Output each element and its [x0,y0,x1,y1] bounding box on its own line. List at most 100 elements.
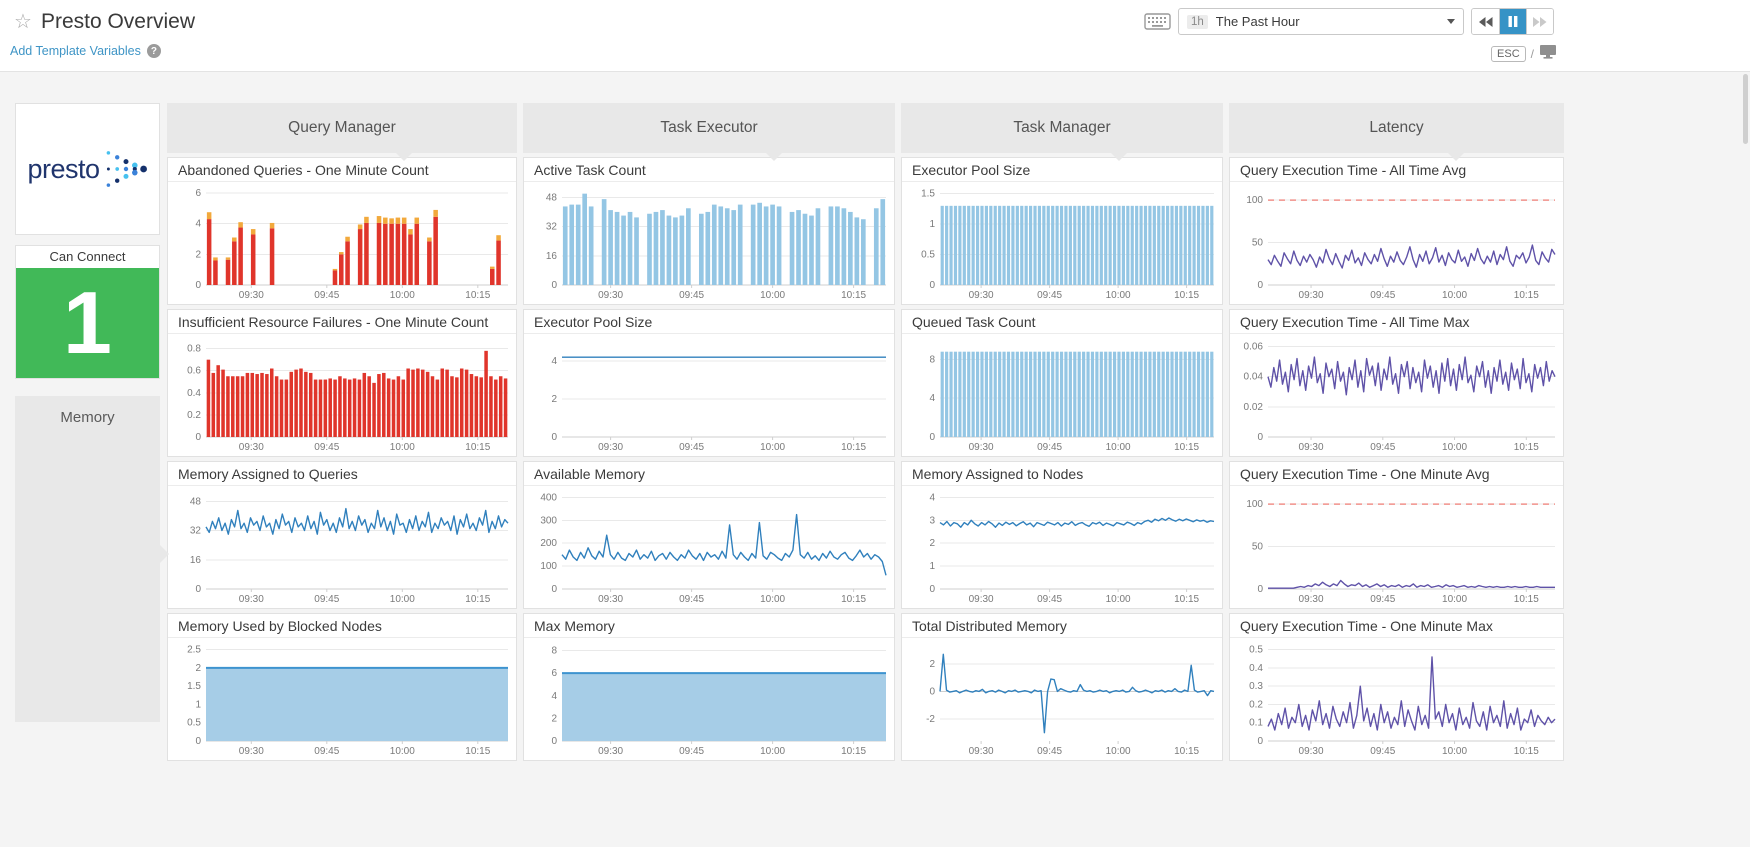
svg-text:0.04: 0.04 [1244,372,1264,383]
svg-text:09:45: 09:45 [679,746,704,757]
chart-card[interactable]: Queued Task Count 0 4 8 09:30 09:45 10:00 10:1… [901,309,1223,457]
svg-text:10:15: 10:15 [1514,594,1539,605]
help-icon[interactable]: ? [146,44,161,58]
presto-logo-widget[interactable]: presto [15,103,160,235]
chart-plot: 0 50 100 09:30 09:45 10:00 10:15 [1230,486,1563,605]
svg-text:09:45: 09:45 [679,594,704,605]
chart-card[interactable]: Executor Pool Size 0 2 4 09:30 09:45 10:00 10:… [523,309,895,457]
svg-text:4: 4 [929,393,935,404]
chart-plot: 0 2 4 6 09:30 09:45 10:00 10:15 [168,182,516,301]
svg-text:50: 50 [1252,238,1264,249]
chart-plot: 0 100 200 300 400 09:30 09:45 10:00 10:15 [524,486,894,605]
group-header[interactable]: Query Manager [167,103,517,161]
svg-text:4: 4 [551,691,557,702]
svg-text:0.4: 0.4 [187,388,201,399]
rewind-button[interactable] [1472,9,1499,34]
svg-text:09:45: 09:45 [1037,290,1062,301]
svg-text:10:00: 10:00 [1442,746,1467,757]
svg-text:0.5: 0.5 [187,718,201,729]
svg-text:50: 50 [1252,542,1264,553]
svg-text:09:30: 09:30 [1299,442,1324,453]
chart-title: Query Execution Time - All Time Avg [1230,158,1563,182]
svg-text:10:15: 10:15 [1174,290,1199,301]
chart-card[interactable]: Memory Assigned to Queries 0 16 32 48 09:30 0… [167,461,517,609]
svg-text:10:00: 10:00 [1106,290,1131,301]
svg-text:2.5: 2.5 [187,645,201,656]
pause-button[interactable] [1499,9,1526,34]
chart-card[interactable]: Abandoned Queries - One Minute Count 0 2 4… [167,157,517,305]
chart-card[interactable]: Memory Used by Blocked Nodes 0 0.5 1 1.5 2 2.… [167,613,517,761]
svg-text:10:15: 10:15 [841,290,866,301]
svg-text:48: 48 [190,496,202,507]
svg-text:2: 2 [195,249,201,260]
chart-card[interactable]: Available Memory 0 100 200 300 400 09:30 09:45… [523,461,895,609]
chart-card[interactable]: Insufficient Resource Failures - One Min… [167,309,517,457]
svg-text:09:30: 09:30 [969,594,994,605]
chart-title: Abandoned Queries - One Minute Count [168,158,516,182]
svg-text:10:00: 10:00 [1442,442,1467,453]
column-query-manager: Query Manager Abandoned Queries - One Min… [167,103,517,761]
svg-text:10:00: 10:00 [1442,594,1467,605]
keyboard-shortcuts-icon[interactable] [1144,12,1171,31]
chart-title: Memory Assigned to Nodes [902,462,1222,486]
svg-text:10:15: 10:15 [465,290,490,301]
chart-card[interactable]: Query Execution Time - All Time Avg 0 50 1… [1229,157,1564,305]
chart-svg: 0 0.5 1 1.5 2 2.5 09:30 09:45 10:00 10:15 [187,645,508,757]
svg-text:10:00: 10:00 [390,290,415,301]
svg-text:10:00: 10:00 [1106,746,1131,757]
svg-text:0: 0 [551,432,557,443]
svg-text:09:30: 09:30 [598,442,623,453]
playback-controls [1471,8,1554,35]
svg-text:6: 6 [195,188,201,199]
svg-text:0: 0 [195,432,201,443]
svg-text:09:45: 09:45 [314,746,339,757]
favorite-star-icon[interactable]: ☆ [14,11,32,33]
svg-text:1.5: 1.5 [921,189,935,200]
svg-text:32: 32 [546,222,558,233]
scrollbar[interactable] [1743,74,1748,144]
chart-svg: 0 1 2 3 4 09:30 09:45 10:00 10:15 [929,492,1215,605]
svg-text:09:30: 09:30 [239,442,264,453]
chart-plot: 0 16 32 48 09:30 09:45 10:00 10:15 [524,182,894,301]
svg-text:09:30: 09:30 [969,746,994,757]
chart-title: Query Execution Time - One Minute Avg [1230,462,1563,486]
svg-text:0.8: 0.8 [187,344,201,355]
chart-card[interactable]: Max Memory 0 2 4 6 8 09:30 09:45 10:00 10:15 [523,613,895,761]
chart-card[interactable]: Query Execution Time - One Minute Avg 0 5… [1229,461,1564,609]
group-header[interactable]: Task Executor [523,103,895,161]
forward-button[interactable] [1526,9,1553,34]
group-header[interactable]: Task Manager [901,103,1223,161]
svg-text:0.5: 0.5 [921,250,935,261]
svg-text:100: 100 [1246,499,1263,510]
chart-card[interactable]: Total Distributed Memory -2 0 2 09:30 09:45 1… [901,613,1223,761]
time-range-selector[interactable]: 1h The Past Hour [1178,8,1464,35]
svg-text:16: 16 [546,251,558,262]
svg-text:09:45: 09:45 [1370,746,1395,757]
chart-svg: 0 100 200 300 400 09:30 09:45 10:00 10:15 [540,492,887,605]
svg-text:0: 0 [929,432,935,443]
fullscreen-monitor-icon[interactable] [1539,44,1557,64]
chart-title: Executor Pool Size [902,158,1222,182]
group-header-notch [1446,152,1465,161]
group-header[interactable]: Latency [1229,103,1564,161]
column-task-executor: Task Executor Active Task Count 0 16 32 48 09… [523,103,895,761]
svg-text:10:15: 10:15 [1174,746,1199,757]
chart-card[interactable]: Query Execution Time - All Time Max 0 0.0… [1229,309,1564,457]
chart-card[interactable]: Active Task Count 0 16 32 48 09:30 09:45 10:00… [523,157,895,305]
svg-text:10:00: 10:00 [1442,290,1467,301]
chart-card[interactable]: Memory Assigned to Nodes 0 1 2 3 4 09:30 09:45… [901,461,1223,609]
svg-text:0.6: 0.6 [187,366,201,377]
svg-text:16: 16 [190,555,202,566]
can-connect-widget[interactable]: Can Connect 1 [15,245,160,379]
chart-card[interactable]: Executor Pool Size 0 0.5 1 1.5 09:30 09:45 10:… [901,157,1223,305]
chart-svg: -2 0 2 09:30 09:45 10:00 10:15 [926,653,1215,757]
add-template-variables-link[interactable]: Add Template Variables [10,44,141,58]
svg-text:09:30: 09:30 [239,746,264,757]
svg-text:09:30: 09:30 [239,290,264,301]
memory-group-label[interactable]: Memory [15,396,169,722]
svg-text:10:15: 10:15 [465,442,490,453]
svg-text:0.1: 0.1 [1249,718,1263,729]
svg-text:10:15: 10:15 [841,594,866,605]
svg-text:09:30: 09:30 [1299,594,1324,605]
